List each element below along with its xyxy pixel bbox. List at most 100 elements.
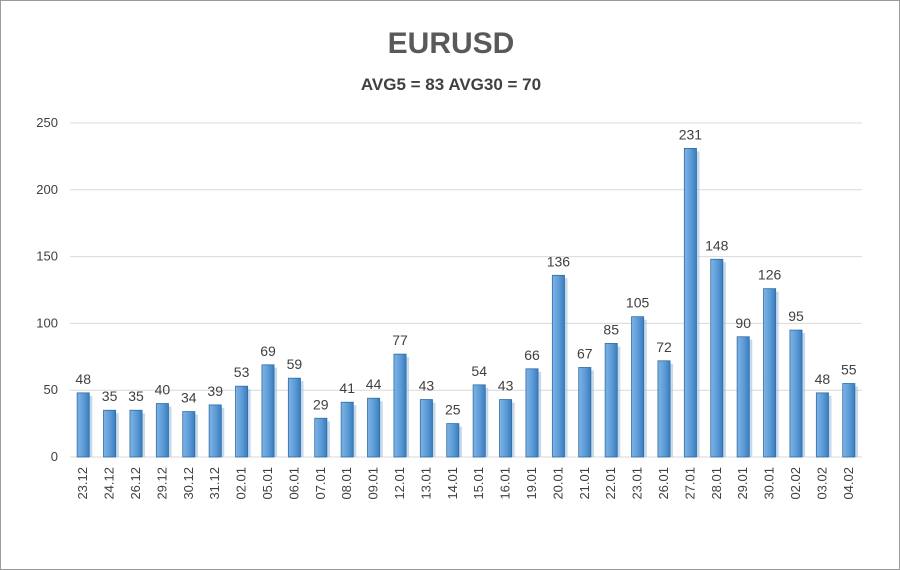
x-tick-label: 02.01 [234, 467, 249, 500]
bar [235, 385, 249, 458]
x-tick-label: 19.01 [524, 467, 539, 500]
data-labels: 48 35 35 40 34 39 53 69 59 29 41 44 77 43 25 54 43 66 136 6… [75, 126, 856, 417]
x-tick-label: 23.12 [75, 467, 90, 500]
x-tick-label: 30.12 [181, 467, 196, 500]
bar [551, 274, 565, 458]
data-label: 67 [577, 345, 593, 361]
bars [76, 147, 858, 458]
y-tick-label: 150 [36, 249, 58, 264]
data-label: 148 [705, 237, 729, 253]
data-label: 34 [181, 390, 197, 406]
bar [578, 367, 592, 458]
data-label: 77 [392, 332, 408, 348]
data-label: 54 [471, 363, 487, 379]
data-label: 35 [102, 388, 118, 404]
x-tick-label: 21.01 [577, 467, 592, 500]
x-tick-label: 15.01 [471, 467, 486, 500]
bar [604, 343, 618, 458]
data-label: 66 [524, 347, 540, 363]
x-tick-label: 29.12 [154, 467, 169, 500]
bar [736, 336, 750, 458]
bar [842, 383, 856, 458]
y-tick-label: 50 [44, 382, 58, 397]
data-label: 29 [313, 396, 329, 412]
data-label: 39 [207, 383, 223, 399]
bar [340, 401, 354, 458]
data-label: 90 [735, 315, 751, 331]
chart-title: EURUSD [387, 27, 515, 60]
bar [393, 353, 407, 458]
x-tick-label: 13.01 [418, 467, 433, 500]
bar [499, 399, 513, 458]
grid-lines [70, 122, 862, 458]
bar [155, 403, 169, 458]
bar [261, 364, 275, 458]
bar [789, 329, 803, 458]
bar [287, 377, 301, 458]
y-tick-label: 200 [36, 182, 58, 197]
x-tick-label: 05.01 [260, 467, 275, 500]
x-tick-label: 31.12 [207, 467, 222, 500]
data-label: 55 [841, 362, 857, 378]
data-label: 126 [758, 267, 782, 283]
x-tick-label: 12.01 [392, 467, 407, 500]
bar [446, 423, 460, 458]
data-label: 105 [626, 295, 650, 311]
bar [103, 409, 117, 458]
x-tick-label: 23.01 [630, 467, 645, 500]
x-axis-ticks: 23.12 24.12 26.12 29.12 30.12 31.12 02.01 05.01… [75, 467, 856, 500]
x-tick-label: 28.01 [709, 467, 724, 500]
data-label: 48 [815, 371, 831, 387]
data-label: 25 [445, 402, 461, 418]
data-label: 72 [656, 339, 672, 355]
data-label: 41 [339, 380, 355, 396]
bar [182, 411, 196, 458]
data-label: 43 [419, 378, 435, 394]
x-tick-label: 04.02 [841, 467, 856, 500]
y-tick-label: 250 [36, 115, 58, 130]
data-label: 53 [234, 364, 250, 380]
bar [525, 368, 539, 458]
data-label: 44 [366, 376, 382, 392]
x-tick-label: 26.01 [656, 467, 671, 500]
bar [419, 399, 433, 458]
x-tick-label: 07.01 [313, 467, 328, 500]
bar [683, 147, 697, 458]
data-label: 40 [155, 382, 171, 398]
x-tick-label: 14.01 [445, 467, 460, 500]
bar [129, 409, 143, 458]
x-tick-label: 24.12 [102, 467, 117, 500]
bar [657, 360, 671, 458]
data-label: 59 [287, 356, 303, 372]
data-label: 48 [75, 371, 91, 387]
bar [208, 404, 222, 458]
data-label: 35 [128, 388, 144, 404]
bar [763, 288, 777, 458]
y-tick-label: 0 [51, 449, 58, 464]
data-label: 43 [498, 378, 514, 394]
data-label: 85 [603, 321, 619, 337]
bar [631, 316, 645, 458]
y-tick-label: 100 [36, 315, 58, 330]
x-tick-label: 27.01 [682, 467, 697, 500]
x-tick-label: 30.01 [762, 467, 777, 500]
x-tick-label: 02.02 [788, 467, 803, 500]
x-tick-label: 22.01 [603, 467, 618, 500]
bar [314, 417, 328, 458]
data-label: 136 [547, 253, 571, 269]
bar [76, 392, 90, 458]
x-tick-label: 06.01 [286, 467, 301, 500]
data-label: 231 [679, 126, 703, 142]
x-tick-label: 09.01 [366, 467, 381, 500]
x-tick-label: 03.02 [814, 467, 829, 500]
x-tick-label: 29.01 [735, 467, 750, 500]
bar [815, 392, 829, 458]
bar [367, 397, 381, 458]
data-label: 95 [788, 308, 804, 324]
x-tick-label: 20.01 [550, 467, 565, 500]
chart-subtitle: AVG5 = 83 AVG30 = 70 [360, 75, 542, 94]
bar [710, 258, 724, 458]
bar [472, 384, 486, 458]
x-tick-label: 16.01 [498, 467, 513, 500]
y-axis-ticks: 0 50 100 150 200 250 [36, 115, 58, 464]
